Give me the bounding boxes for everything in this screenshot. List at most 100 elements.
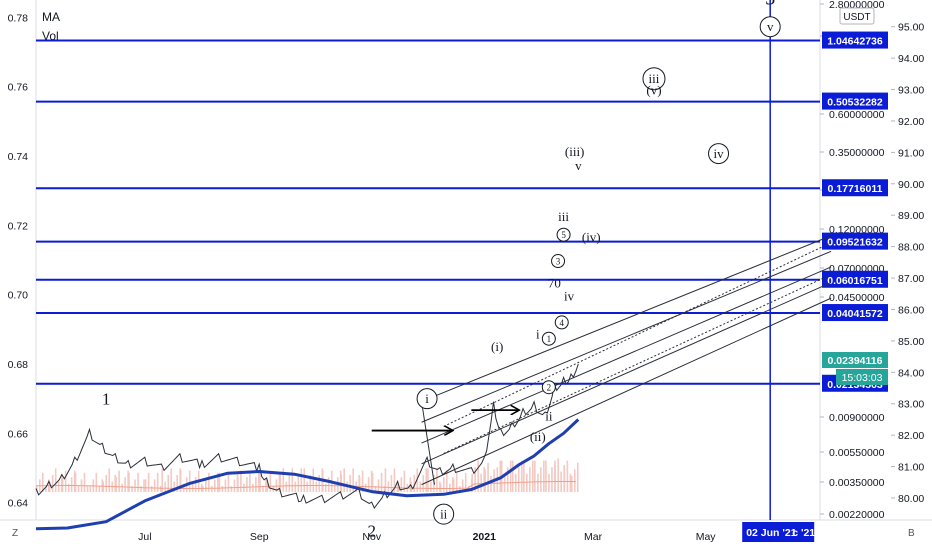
volume-bar [451,477,454,492]
volume-bar [237,477,239,492]
volume-bar [390,475,393,492]
volume-bar [249,470,251,492]
volume-bar [176,475,179,492]
volume-bar [563,467,566,492]
annotation-label-2: 3 [765,0,775,10]
right-axis-tick-2: 93.00 [898,85,924,97]
volume-bar [324,483,327,492]
volume-bar [57,481,60,492]
volume-bar [279,475,282,492]
annotation-label-1: 2 [367,522,376,541]
x-axis-label-5: May [696,531,717,543]
volume-bar [105,475,108,492]
annotation-circle-21 [642,67,666,91]
level-label-box-1 [822,92,888,110]
right-axis-tick-8: 87.00 [898,273,924,285]
volume-bar [230,486,233,492]
annotation-label-13: 70 [548,276,561,291]
middle-axis-tick-2: 0.60000000 [829,109,885,121]
volume-bar [520,460,523,492]
annotation-circle-3 [759,16,781,38]
volume-bar [74,472,77,492]
volume-bar [315,481,318,492]
volume-bar [221,486,224,492]
volume-bar [282,468,285,492]
volume-bar [370,470,373,492]
timezone-toggle[interactable]: Z [12,528,19,539]
volume-bar [211,486,213,492]
volume-bar [205,479,207,492]
channel-dotted-1 [443,274,832,454]
right-axis-tick-9: 86.00 [898,304,924,316]
volume-bar [566,460,569,492]
volume-bar [383,486,386,492]
volume-bar [240,470,242,492]
volume-bar [188,470,191,492]
volume-bar [246,477,248,492]
volume-bar [419,481,422,492]
annotation-circle-10 [541,331,556,346]
volume-bar [349,475,351,492]
volume-bar [477,460,479,492]
volume-bar [526,473,528,492]
right-axis-tick-11: 84.00 [898,367,924,379]
volume-bar [147,472,150,492]
volume-bar [464,472,467,492]
left-axis-tick-1: 0.76 [8,82,29,94]
left-axis-tick-5: 0.68 [8,359,29,371]
volume-bar [202,486,204,492]
volume-bar [416,468,419,492]
volume-bar [115,477,117,492]
right-axis-tick-13: 82.00 [898,430,924,442]
volume-bar [217,472,219,492]
volume-bar [134,479,136,492]
volume-bar [140,486,142,492]
volume-bar [36,486,38,492]
volume-bar [543,460,545,492]
volume-bar [297,475,300,492]
volume-bar [569,473,572,492]
annotation-label-22: (v) [646,83,661,98]
volume-bar [490,476,492,492]
volume-bar [51,475,54,492]
volume-bar [573,469,576,492]
volume-bar [143,479,145,492]
annotation-circle-5 [433,503,455,525]
indicator-vol-label[interactable]: Vol [42,29,59,43]
annotation-label-7: (ii) [530,429,546,444]
indicator-ma-label[interactable]: MA [42,10,60,24]
volume-bar [95,472,98,492]
left-axis-tick-2: 0.74 [8,151,29,163]
channel-line-2 [421,266,832,444]
volume-bar [278,472,281,492]
volume-bar [294,481,297,492]
channel-line-0 [421,235,832,402]
volume-bar [200,483,203,492]
volume-bar [557,458,559,492]
annotation-label-6: (i) [491,339,503,354]
channel-left-edge [421,401,435,485]
volume-bar [137,472,139,492]
volume-bar [61,477,64,492]
volume-bar [227,472,230,492]
volume-bar [352,468,354,492]
volume-bar [413,475,416,492]
volume-bar [380,472,383,492]
volume-bar [108,468,111,492]
annotation-label-17: iii [558,209,569,224]
scale-toggle[interactable]: B [908,528,915,539]
volume-bar [537,473,539,492]
volume-bar [534,460,536,492]
left-axis-tick-0: 0.78 [8,12,29,24]
volume-bar [480,473,482,492]
volume-bar [523,460,525,492]
middle-axis-tick-0: 2.80000000 [829,0,885,11]
volume-bar [427,468,429,492]
volume-bar [118,470,120,492]
annotation-circle-23 [708,143,730,165]
volume-bar [124,477,126,492]
volume-bar [259,472,261,492]
volume-bar [487,462,489,492]
level-label-box-2 [822,179,888,197]
channel-dotted-0 [443,242,832,427]
